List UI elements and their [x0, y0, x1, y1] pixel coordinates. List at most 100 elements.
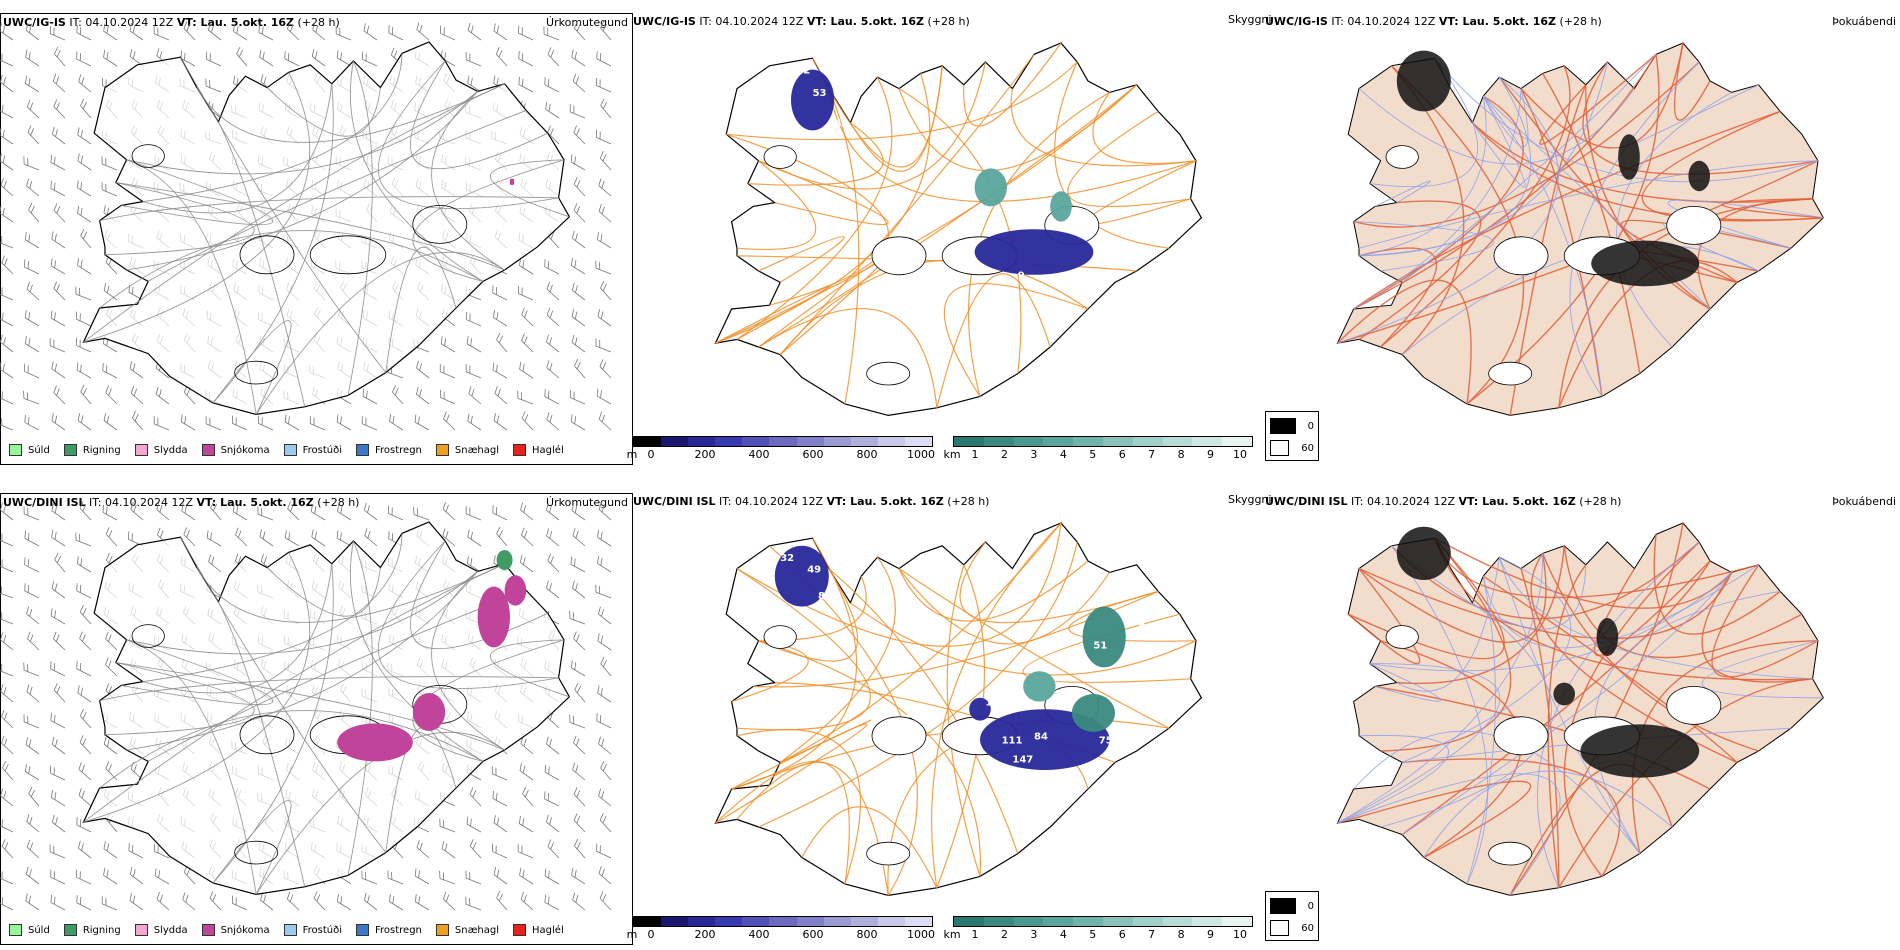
wind-barb-feather — [108, 764, 112, 772]
wind-barb-feather — [601, 790, 605, 799]
wind-barb — [0, 632, 14, 651]
road-line — [736, 568, 871, 731]
colorbar-cell — [983, 437, 1014, 446]
wind-barb — [103, 736, 118, 755]
wind-barb-feather — [108, 530, 113, 538]
wind-barb-feather — [81, 76, 85, 85]
wind-barb-feather — [54, 583, 58, 592]
road-line — [1396, 545, 1565, 685]
wind-barb-staff — [208, 29, 222, 41]
wind-barb-feather — [361, 870, 363, 879]
wind-barb — [596, 51, 612, 67]
wind-barb-feather — [310, 504, 313, 512]
wind-barb — [232, 895, 248, 911]
wind-barb-feather — [54, 792, 57, 800]
road-line — [1711, 564, 1819, 678]
wind-barb-feather — [24, 557, 26, 565]
wind-barb-feather — [56, 686, 61, 694]
wind-barb-feather — [51, 789, 53, 798]
wind-barb-feather — [156, 48, 160, 56]
wind-barb-staff — [128, 850, 144, 859]
wind-barb-staff — [25, 900, 40, 911]
wind-barb-staff — [362, 58, 378, 67]
road-line — [1337, 734, 1449, 824]
wind-barb-feather — [492, 362, 495, 371]
wind-barb-feather — [2, 363, 5, 372]
wind-barb-feather — [544, 894, 546, 903]
wind-barb-feather — [26, 606, 30, 615]
wind-barb-staff — [600, 767, 612, 781]
wind-barb-feather — [574, 311, 578, 320]
wind-barb-feather — [289, 24, 294, 32]
wind-barb-staff — [389, 421, 404, 431]
wind-barb-feather — [495, 287, 498, 295]
wind-barb-staff — [75, 539, 92, 547]
wind-barb-feather — [362, 51, 364, 60]
wind-barb-feather — [260, 553, 264, 562]
wind-barb-feather — [49, 26, 51, 34]
wind-barb-feather — [130, 502, 134, 510]
legend-item: Rigning — [63, 444, 121, 456]
wind-barb-feather — [597, 685, 600, 694]
wind-barb-staff — [51, 588, 66, 599]
wind-barb-feather — [205, 416, 207, 424]
wind-barb — [468, 386, 482, 405]
legend-swatch — [356, 924, 369, 936]
wind-barb-feather — [465, 52, 467, 60]
wind-barb — [232, 415, 248, 431]
colorbar-tick: 200 — [694, 928, 716, 941]
wind-barb — [544, 791, 560, 807]
wind-barb — [23, 390, 40, 405]
wind-barb — [363, 23, 378, 41]
wind-barb-feather — [315, 24, 319, 33]
wind-barb — [78, 840, 92, 859]
wind-barb-feather — [517, 285, 519, 294]
wind-barb — [286, 891, 300, 911]
wind-barb-feather — [363, 892, 367, 901]
legend-item: Snjókoma — [201, 444, 270, 456]
wind-barb-feather — [549, 284, 553, 293]
wind-barb-staff — [205, 85, 222, 93]
colorbar-tick: 1 — [971, 448, 979, 461]
wind-barb-feather — [77, 257, 80, 266]
wind-barb-feather — [391, 26, 394, 35]
wind-barb-feather — [492, 790, 494, 799]
wind-barb-staff — [50, 345, 66, 353]
wind-barb-feather — [416, 508, 419, 516]
wind-barb-feather — [1, 53, 3, 62]
wind-barb-feather — [524, 414, 529, 422]
wind-barb-feather — [441, 841, 445, 849]
wind-barb-staff — [76, 318, 92, 327]
road-line — [726, 133, 889, 306]
wind-barb-feather — [79, 53, 81, 61]
wind-barb — [0, 235, 14, 249]
wind-barb — [129, 23, 144, 41]
wind-barb-staff — [520, 898, 534, 911]
wind-barb — [312, 22, 326, 41]
road-line — [931, 522, 1062, 888]
wind-barb — [546, 528, 560, 547]
wind-barb — [336, 530, 352, 547]
wind-barb — [493, 23, 508, 41]
wind-barb-staff — [206, 58, 222, 67]
wind-barb-staff — [573, 638, 586, 651]
wind-barb-staff — [235, 534, 248, 547]
wind-barb — [54, 552, 66, 573]
wind-barb-staff — [598, 613, 612, 625]
wind-barb — [597, 529, 612, 547]
wind-barb — [440, 25, 456, 41]
wind-barb-staff — [520, 509, 534, 521]
road-line — [736, 76, 893, 340]
wind-barb-feather — [133, 869, 136, 877]
wind-barb-staff — [595, 591, 612, 599]
wind-barb-feather — [209, 79, 211, 88]
wind-barb-feather — [107, 739, 110, 747]
wind-barb-feather — [340, 52, 342, 61]
road-line — [1585, 84, 1711, 310]
wind-barb-staff — [25, 83, 40, 93]
wind-barb-staff — [467, 536, 482, 547]
wind-barb-staff — [54, 559, 66, 573]
panel-field-name: Þokuábendi — [1832, 495, 1896, 508]
wind-barb-staff — [416, 367, 430, 379]
wind-barb — [597, 685, 612, 703]
